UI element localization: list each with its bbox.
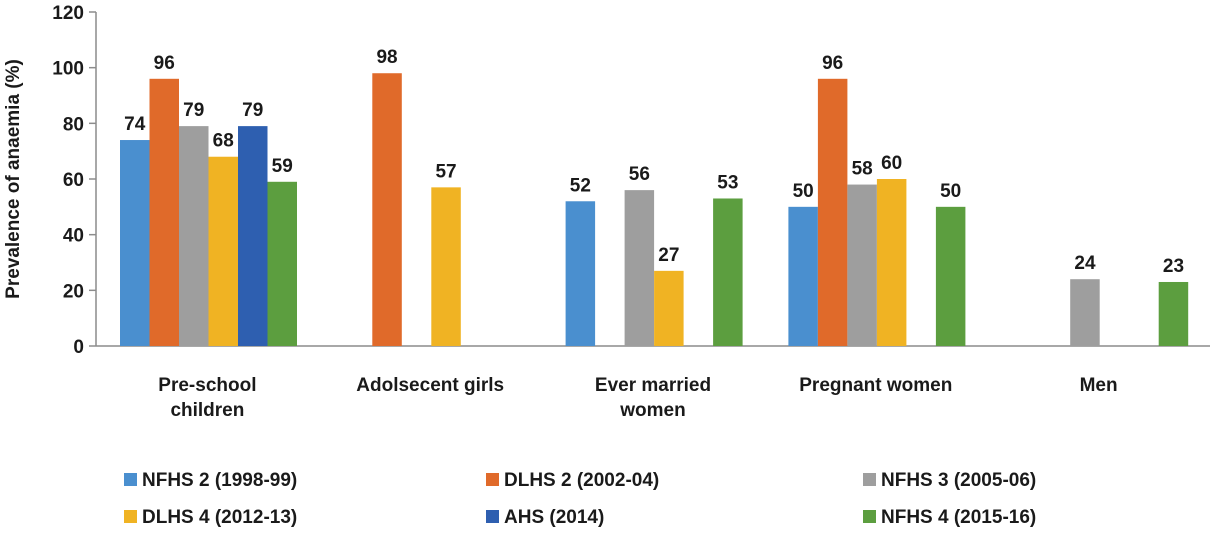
data-label: 27: [658, 245, 679, 266]
bars: [120, 73, 1189, 347]
bar: [1070, 279, 1100, 346]
data-label: 74: [124, 114, 146, 135]
data-label: 96: [154, 53, 175, 74]
data-label: 79: [242, 100, 263, 121]
bar: [208, 156, 238, 346]
category-label: Pregnant women: [799, 375, 952, 396]
bar: [120, 140, 150, 346]
bar: [372, 73, 402, 346]
data-labels: 74 52 50 96 98 96 79 56 58 24 68 57 27 60 79 59 53 50 23: [124, 47, 1184, 277]
y-tick-label: 0: [73, 337, 84, 358]
legend-swatch: [486, 510, 499, 523]
bar: [565, 201, 596, 346]
legend: NFHS 2 (1998-99) DLHS 2 (2002-04) NFHS 3 (…: [124, 470, 1036, 528]
legend-label: DLHS 2 (2002-04): [504, 470, 659, 491]
y-tick-label: 80: [63, 114, 84, 135]
category-label: Ever married women: [595, 375, 711, 421]
legend-swatch: [863, 473, 876, 486]
bar: [238, 126, 268, 346]
category-label-line: Pre-school: [158, 375, 256, 396]
data-label: 50: [940, 181, 961, 202]
data-label: 68: [213, 131, 234, 152]
legend-swatch: [124, 510, 137, 523]
category-label-line: Men: [1080, 375, 1118, 396]
bar: [179, 126, 209, 346]
data-label: 60: [881, 153, 902, 174]
category-label: Men: [1080, 375, 1118, 396]
data-label: 98: [376, 47, 397, 68]
data-label: 52: [570, 175, 591, 196]
category-label-line: Ever married: [595, 375, 711, 396]
y-axis-title: Prevalence of anaemia (%): [3, 59, 24, 299]
data-label: 23: [1163, 256, 1184, 277]
bar: [267, 181, 297, 346]
data-label: 79: [183, 100, 204, 121]
data-label: 57: [435, 161, 456, 182]
data-label: 24: [1074, 253, 1096, 274]
bar: [431, 187, 461, 346]
data-label: 56: [629, 164, 650, 185]
category-label-line: women: [619, 400, 685, 421]
bar: [713, 198, 743, 346]
bar: [788, 206, 818, 346]
legend-label: NFHS 4 (2015-16): [881, 507, 1036, 528]
legend-swatch: [863, 510, 876, 523]
y-tick-label: 100: [52, 59, 84, 80]
bar: [149, 78, 179, 347]
bar: [876, 179, 907, 346]
legend-label: AHS (2014): [504, 507, 604, 528]
y-tick-label: 20: [63, 281, 84, 302]
category-label-line: Adolsecent girls: [356, 375, 504, 396]
category-label-line: Pregnant women: [799, 375, 952, 396]
data-label: 96: [822, 53, 843, 74]
bar: [624, 190, 655, 346]
data-label: 53: [717, 172, 738, 193]
y-tick-label: 40: [63, 226, 84, 247]
y-axis-title-group: Prevalence of anaemia (%): [3, 59, 24, 299]
data-label: 50: [793, 181, 814, 202]
legend-label: DLHS 4 (2012-13): [142, 507, 297, 528]
bar: [847, 184, 877, 346]
bar: [935, 206, 966, 346]
legend-swatch: [486, 473, 499, 486]
bar: [817, 78, 848, 347]
category-label: Adolsecent girls: [356, 375, 504, 396]
category-labels: Pre-school children Adolsecent girls Ever m…: [158, 375, 1117, 421]
category-label-line: children: [170, 400, 244, 421]
bar: [654, 270, 684, 346]
legend-swatch: [124, 473, 137, 486]
data-label: 59: [272, 156, 293, 177]
legend-label: NFHS 3 (2005-06): [881, 470, 1036, 491]
y-tick-label: 60: [63, 170, 84, 191]
data-label: 58: [852, 159, 873, 180]
bar: [1158, 281, 1189, 346]
y-tick-label: 120: [52, 3, 84, 24]
legend-label: NFHS 2 (1998-99): [142, 470, 297, 491]
y-ticks: 0 20 40 60 80 100 120: [52, 3, 96, 358]
category-label: Pre-school children: [158, 375, 256, 421]
